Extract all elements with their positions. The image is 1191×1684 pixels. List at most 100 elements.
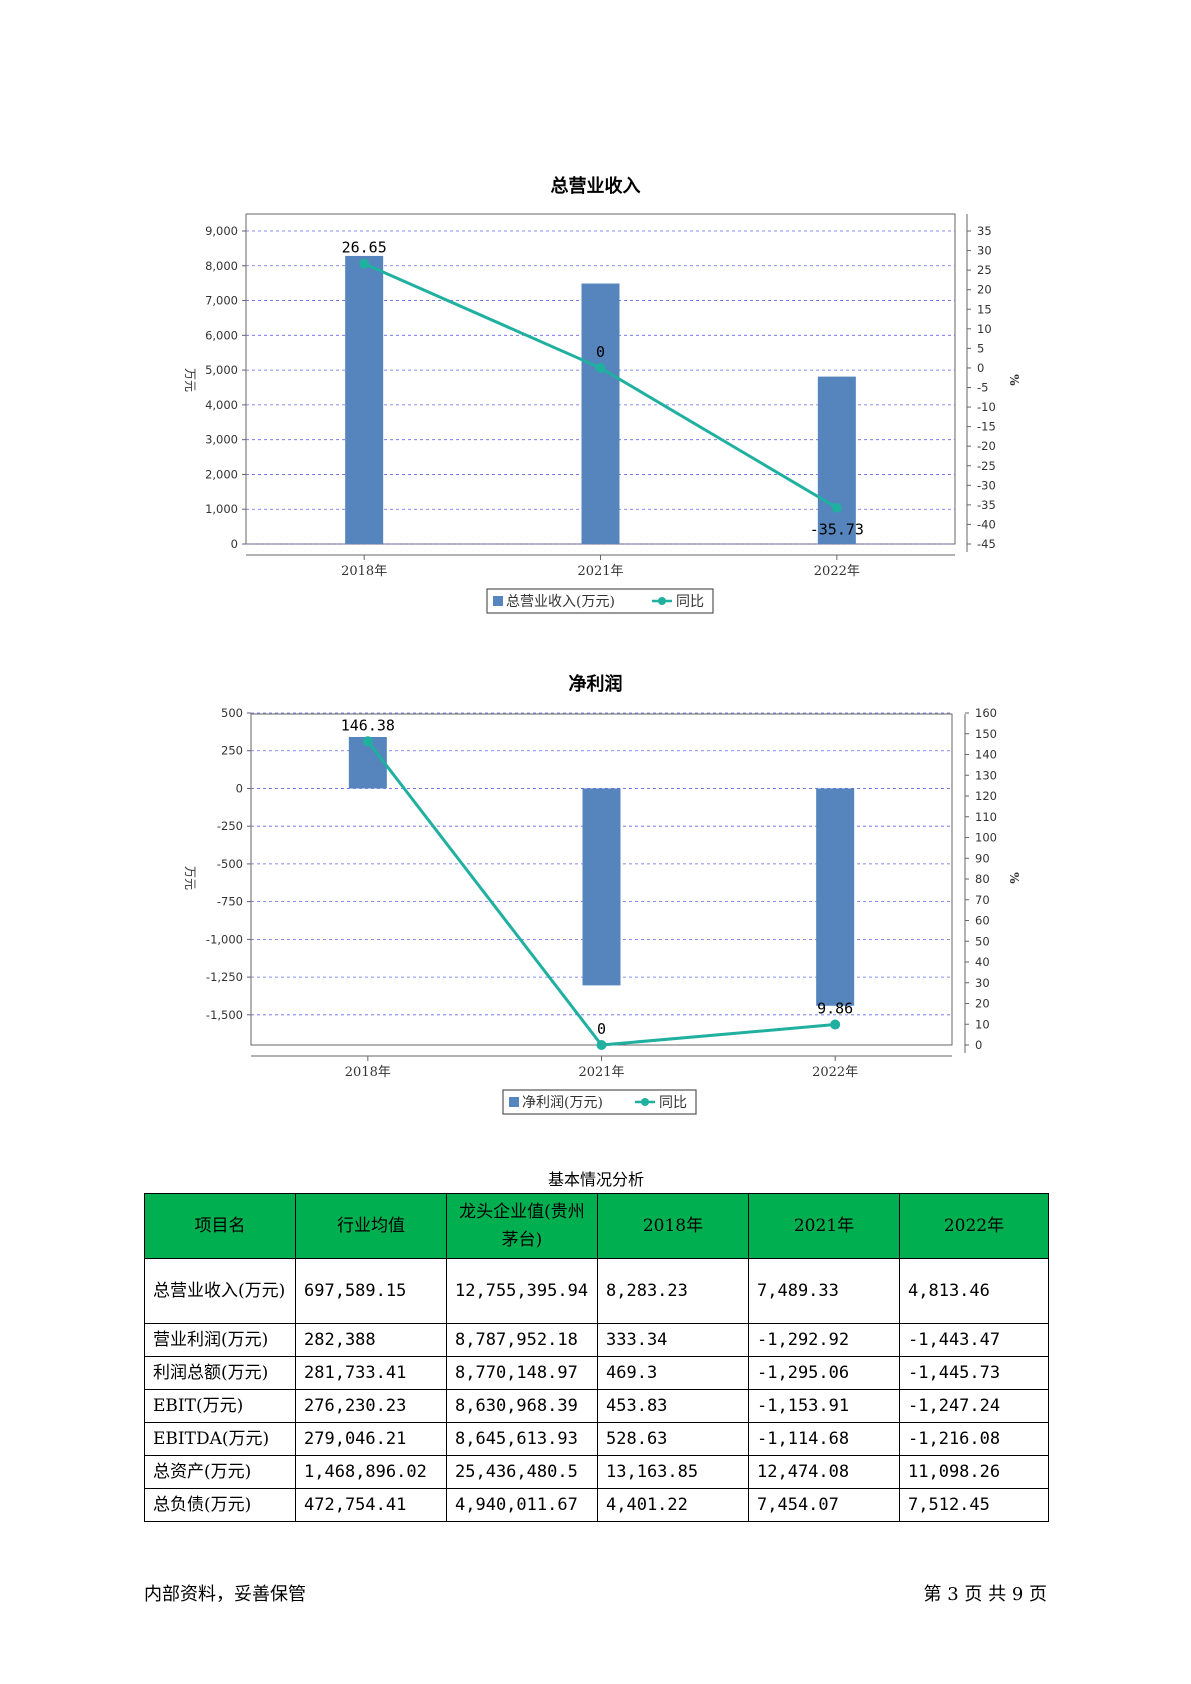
value-cell: 1,468,896.02 [295, 1455, 447, 1489]
row-label-cell: 总资产(万元) [144, 1455, 296, 1489]
value-cell: -1,216.08 [899, 1422, 1049, 1456]
y2-tick-label: 160 [975, 706, 997, 720]
y2-tick-label: 90 [975, 851, 990, 865]
yoy-point [359, 258, 370, 269]
y-tick-label: 7,000 [205, 294, 238, 308]
y2-tick-label: -15 [977, 420, 996, 434]
legend-line-label: 同比 [676, 594, 704, 610]
legend-box [486, 588, 714, 614]
value-cell: 7,512.45 [899, 1488, 1049, 1522]
chart-title-revenue: 总营业收入 [550, 176, 641, 197]
value-cell: 4,940,011.67 [446, 1488, 598, 1522]
value-cell: 12,755,395.94 [446, 1258, 598, 1324]
value-cell: 276,230.23 [295, 1389, 447, 1423]
y2-tick-label: -20 [977, 439, 996, 453]
value-cell: -1,292.92 [748, 1323, 900, 1357]
bar [345, 255, 384, 544]
legend-bar-label: 净利润(万元) [522, 1095, 603, 1111]
value-cell: 453.83 [597, 1389, 749, 1423]
yoy-point [831, 502, 842, 513]
legend-bar-swatch [509, 1097, 519, 1107]
y-tick-label: -500 [217, 857, 243, 871]
value-cell: 4,401.22 [597, 1488, 749, 1522]
y-tick-label: 500 [221, 706, 243, 720]
value-cell: 282,388 [295, 1323, 447, 1357]
y2-axis-label: % [1007, 872, 1021, 884]
table-row: EBITDA(万元) 279,046.21 8,645,613.93 528.63 -1… [144, 1422, 1049, 1456]
table-row: 利润总额(万元) 281,733.41 8,770,148.97 469.3 -1,29… [144, 1356, 1049, 1390]
bar [582, 788, 621, 986]
y2-tick-label: 5 [977, 341, 984, 355]
chart-title-net-profit: 净利润 [568, 674, 623, 695]
value-cell: 7,454.07 [748, 1488, 900, 1522]
y-tick-label: 1,000 [205, 502, 238, 516]
x-tick-label: 2022年 [814, 564, 860, 579]
y-axis-label: 万元 [183, 866, 197, 890]
row-label-cell: EBITDA(万元) [144, 1422, 296, 1456]
y2-tick-label: 40 [975, 955, 990, 969]
x-tick-label: 2021年 [577, 564, 623, 579]
y2-tick-label: 110 [975, 810, 997, 824]
value-cell: 8,630,968.39 [446, 1389, 598, 1423]
net-profit-chart: 5002500-250-500-750-1,000-1,250-1,500160… [183, 706, 1021, 1115]
legend-bar-label: 总营业收入(万元) [506, 594, 615, 610]
footer-confidential-note: 内部资料，妥善保管 [144, 1584, 306, 1605]
yoy-point [362, 736, 373, 747]
y2-tick-label: 80 [975, 872, 990, 886]
legend-line-marker [641, 1098, 649, 1106]
value-cell: 25,436,480.5 [446, 1455, 598, 1489]
header-cell: 2022年 [899, 1193, 1049, 1259]
row-label-cell: 总负债(万元) [144, 1488, 296, 1522]
y-tick-label: 250 [221, 744, 243, 758]
y-tick-label: -1,000 [206, 932, 243, 946]
y-tick-label: -750 [217, 895, 243, 909]
value-cell: 472,754.41 [295, 1488, 447, 1522]
value-cell: 8,645,613.93 [446, 1422, 598, 1456]
y2-tick-label: -10 [977, 400, 996, 414]
table-row: 总资产(万元) 1,468,896.02 25,436,480.5 13,163.85… [144, 1455, 1049, 1489]
y2-tick-label: 20 [977, 283, 992, 297]
header-cell: 2021年 [748, 1193, 900, 1259]
table-caption: 基本情况分析 [547, 1170, 644, 1189]
y2-tick-label: 0 [975, 1038, 982, 1052]
value-cell: -1,247.24 [899, 1389, 1049, 1423]
y2-tick-label: 10 [977, 322, 992, 336]
basic-analysis-table: 项目名 行业均值 龙头企业值(贵州茅台) 2018年 2021年 2022年 总… [144, 1193, 1049, 1522]
y-axis-label: 万元 [183, 368, 197, 392]
y2-tick-label: 150 [975, 727, 997, 741]
y2-tick-label: -30 [977, 478, 996, 492]
x-tick-label: 2018年 [341, 564, 387, 579]
bar [581, 283, 620, 544]
table-row: 总营业收入(万元) 697,589.15 12,755,395.94 8,283.23… [144, 1258, 1049, 1324]
value-cell: 8,283.23 [597, 1258, 749, 1324]
value-cell: 697,589.15 [295, 1258, 447, 1324]
value-cell: -1,114.68 [748, 1422, 900, 1456]
y2-tick-label: -35 [977, 498, 996, 512]
y2-tick-label: -45 [977, 537, 996, 551]
y-tick-label: 0 [231, 537, 238, 551]
value-cell: 4,813.46 [899, 1258, 1049, 1324]
yoy-data-label: 9.86 [817, 1000, 853, 1018]
header-cell: 行业均值 [295, 1193, 447, 1259]
yoy-point [830, 1019, 841, 1030]
y2-tick-label: -5 [977, 381, 988, 395]
header-cell: 2018年 [597, 1193, 749, 1259]
y-tick-label: 5,000 [205, 363, 238, 377]
value-cell: 11,098.26 [899, 1455, 1049, 1489]
value-cell: 281,733.41 [295, 1356, 447, 1390]
y-tick-label: 0 [236, 781, 243, 795]
y2-tick-label: 10 [975, 1017, 990, 1031]
y2-tick-label: 20 [975, 997, 990, 1011]
row-label-cell: 总营业收入(万元) [144, 1258, 296, 1324]
value-cell: -1,153.91 [748, 1389, 900, 1423]
value-cell: 279,046.21 [295, 1422, 447, 1456]
value-cell: 8,787,952.18 [446, 1323, 598, 1357]
value-cell: 469.3 [597, 1356, 749, 1390]
value-cell: -1,445.73 [899, 1356, 1049, 1390]
y-tick-label: -1,250 [206, 970, 243, 984]
y-tick-label: 9,000 [205, 224, 238, 238]
yoy-data-label: 0 [596, 343, 605, 361]
row-label-cell: 利润总额(万元) [144, 1356, 296, 1390]
x-tick-label: 2018年 [345, 1065, 391, 1080]
y2-tick-label: 50 [975, 934, 990, 948]
